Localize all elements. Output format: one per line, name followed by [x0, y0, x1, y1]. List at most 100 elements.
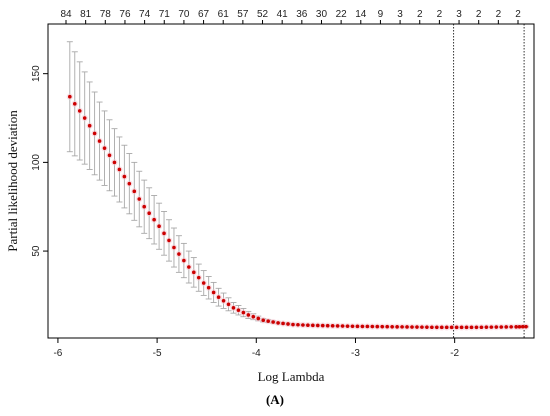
vertical-reference-lines — [453, 24, 525, 338]
data-point — [157, 224, 161, 229]
data-point — [231, 306, 236, 310]
x-tick-label: -5 — [153, 348, 162, 359]
data-point — [162, 231, 166, 236]
y-tick-label: 150 — [31, 65, 42, 82]
data-point — [330, 324, 335, 328]
x-tick-label: -3 — [351, 348, 360, 359]
top-tick-label: 70 — [178, 9, 190, 20]
y-axis-title: Partial likelihood deviation — [5, 110, 20, 252]
data-point — [256, 316, 261, 321]
plot-frame — [47, 23, 535, 339]
data-point — [167, 238, 171, 243]
top-tick-label: 2 — [515, 9, 521, 20]
data-point — [271, 320, 275, 324]
data-point — [122, 174, 127, 179]
data-point — [400, 325, 404, 329]
data-point — [504, 325, 509, 329]
data-point — [77, 109, 82, 113]
data-point — [142, 204, 147, 209]
data-point — [499, 325, 504, 329]
data-point — [152, 217, 156, 222]
data-point — [355, 324, 360, 329]
data-point — [276, 321, 280, 325]
data-point — [286, 322, 290, 326]
data-point — [187, 265, 191, 269]
data-point — [117, 167, 122, 172]
data-points — [66, 93, 530, 331]
top-tick-label: 2 — [417, 9, 423, 20]
data-point — [479, 325, 484, 330]
data-point — [439, 325, 444, 330]
data-point — [221, 298, 226, 303]
top-tick-label: 9 — [378, 9, 384, 20]
data-point — [520, 324, 525, 329]
top-tick-label: 71 — [159, 9, 171, 20]
top-tick-label: 30 — [316, 9, 328, 20]
x-tick-label: -4 — [252, 348, 261, 359]
data-point — [415, 325, 419, 329]
y-axis: 50 100 150 — [31, 65, 48, 257]
data-point — [469, 325, 474, 330]
x-tick-label: -2 — [450, 348, 459, 359]
data-point — [97, 139, 102, 143]
x-axis-title: Log Lambda — [258, 369, 325, 384]
top-tick-label: 52 — [257, 9, 269, 20]
data-point — [92, 131, 97, 136]
top-tick-label: 61 — [218, 9, 230, 20]
data-point — [68, 94, 72, 99]
top-tick-label: 2 — [437, 9, 443, 20]
data-point — [385, 324, 390, 329]
data-point — [474, 325, 479, 330]
data-point — [261, 318, 266, 323]
data-point — [514, 325, 518, 329]
data-point — [216, 295, 221, 299]
data-point — [449, 325, 454, 330]
top-tick-label: 3 — [456, 9, 462, 20]
data-point — [335, 324, 340, 328]
top-tick-label: 84 — [60, 9, 72, 20]
y-tick-label: 50 — [31, 245, 42, 257]
data-point — [311, 323, 315, 328]
data-point — [102, 146, 107, 150]
data-point — [172, 245, 176, 250]
data-point — [494, 325, 499, 329]
data-point — [459, 325, 464, 330]
data-point — [315, 323, 320, 328]
data-point — [454, 325, 459, 330]
data-point — [425, 325, 429, 329]
data-point — [375, 324, 380, 329]
data-point — [301, 323, 305, 327]
top-tick-label: 76 — [119, 9, 131, 20]
top-tick-label: 14 — [355, 9, 367, 20]
data-point — [112, 160, 117, 165]
data-point — [444, 325, 449, 330]
data-point — [72, 102, 77, 106]
data-point — [196, 275, 201, 280]
data-point — [325, 323, 330, 328]
top-tick-label: 57 — [237, 9, 249, 20]
top-tick-label: 78 — [100, 9, 112, 20]
top-tick-label: 67 — [198, 9, 210, 20]
data-point — [390, 324, 394, 329]
data-point — [177, 252, 181, 256]
top-tick-label: 2 — [496, 9, 502, 20]
data-point — [132, 189, 137, 194]
x-tick-label: -6 — [53, 348, 62, 359]
data-point — [281, 321, 285, 326]
top-tick-label: 41 — [277, 9, 289, 20]
data-point — [410, 325, 414, 329]
data-point — [360, 324, 365, 329]
data-point — [395, 325, 399, 329]
data-point — [509, 325, 513, 329]
top-tick-label: 2 — [476, 9, 482, 20]
top-tick-label: 74 — [139, 9, 151, 20]
data-point — [241, 310, 246, 315]
data-point — [517, 324, 522, 329]
top-tick-label: 22 — [336, 9, 348, 20]
data-point — [435, 325, 439, 330]
data-point — [489, 325, 494, 329]
y-tick-label: 100 — [31, 154, 42, 171]
data-point — [192, 270, 196, 275]
data-point — [206, 285, 211, 290]
